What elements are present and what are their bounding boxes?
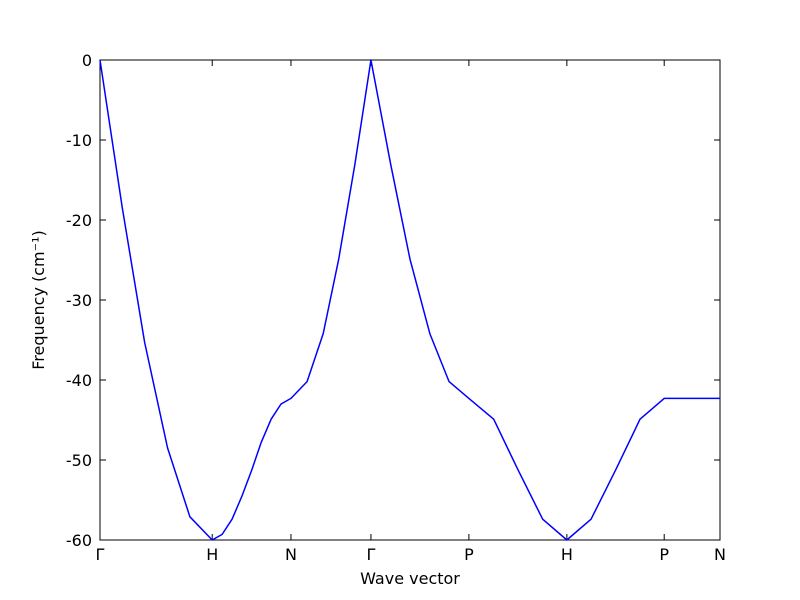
y-tick-label: 0 bbox=[82, 51, 92, 70]
x-tick-label: N bbox=[714, 545, 726, 564]
x-tick-label: P bbox=[464, 545, 474, 564]
x-tick-label: H bbox=[206, 545, 218, 564]
y-tick-label: -10 bbox=[66, 131, 92, 150]
x-tick-label: Γ bbox=[366, 545, 375, 564]
x-tick-label: N bbox=[285, 545, 297, 564]
y-tick-label: -40 bbox=[66, 371, 92, 390]
x-tick-label: P bbox=[659, 545, 669, 564]
plot-frame bbox=[99, 59, 721, 541]
x-tick-label: H bbox=[561, 545, 573, 564]
y-tick-label: -30 bbox=[66, 291, 92, 310]
x-tick-label: Γ bbox=[96, 545, 105, 564]
y-tick-label: -50 bbox=[66, 451, 92, 470]
y-tick-label: -20 bbox=[66, 211, 92, 230]
x-axis-label: Wave vector bbox=[360, 569, 460, 588]
y-tick-label: -60 bbox=[66, 531, 92, 550]
data-line bbox=[99, 59, 720, 541]
y-axis-label: Frequency (cm⁻¹) bbox=[29, 230, 48, 369]
